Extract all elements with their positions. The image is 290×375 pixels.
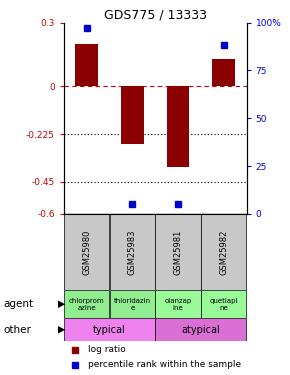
Text: percentile rank within the sample: percentile rank within the sample: [88, 360, 241, 369]
Text: olanzap
ine: olanzap ine: [164, 298, 192, 311]
Bar: [121, 86, 144, 144]
Bar: [166, 86, 189, 167]
Text: GSM25980: GSM25980: [82, 230, 91, 275]
Bar: [110, 214, 155, 291]
Bar: [201, 214, 246, 291]
Bar: [155, 318, 246, 342]
Bar: [75, 44, 98, 86]
Text: chlorprom
azine: chlorprom azine: [69, 298, 104, 311]
Polygon shape: [58, 300, 65, 308]
Text: GSM25983: GSM25983: [128, 230, 137, 275]
Text: GSM25981: GSM25981: [173, 230, 182, 275]
Bar: [64, 214, 109, 291]
Text: other: other: [3, 325, 31, 335]
Title: GDS775 / 13333: GDS775 / 13333: [104, 8, 207, 21]
Bar: [110, 291, 155, 318]
Bar: [64, 291, 109, 318]
Text: typical: typical: [93, 325, 126, 335]
Text: thioridazin
e: thioridazin e: [114, 298, 151, 311]
Text: agent: agent: [3, 299, 33, 309]
Text: log ratio: log ratio: [88, 345, 125, 354]
Bar: [212, 58, 235, 86]
Bar: [155, 291, 201, 318]
Text: quetiapi
ne: quetiapi ne: [209, 298, 238, 311]
Bar: [155, 214, 201, 291]
Bar: [64, 318, 155, 342]
Text: atypical: atypical: [182, 325, 220, 335]
Text: GSM25982: GSM25982: [219, 230, 228, 275]
Bar: [201, 291, 246, 318]
Polygon shape: [58, 326, 65, 333]
